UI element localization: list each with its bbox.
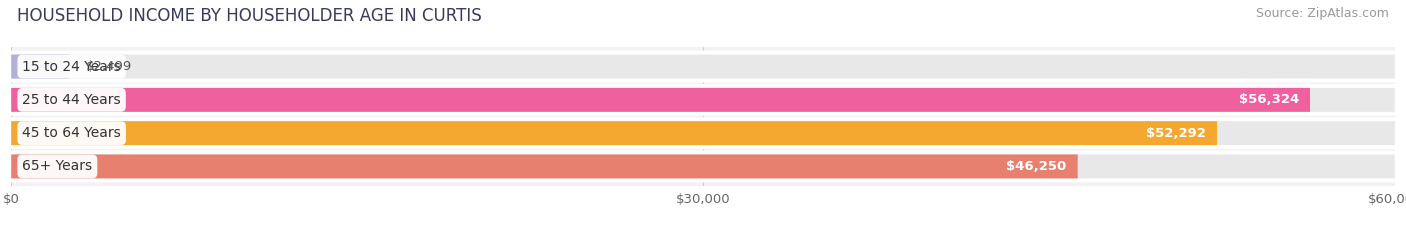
Text: 45 to 64 Years: 45 to 64 Years bbox=[22, 126, 121, 140]
Text: $52,292: $52,292 bbox=[1146, 127, 1206, 140]
Text: HOUSEHOLD INCOME BY HOUSEHOLDER AGE IN CURTIS: HOUSEHOLD INCOME BY HOUSEHOLDER AGE IN C… bbox=[17, 7, 482, 25]
FancyBboxPatch shape bbox=[4, 117, 1402, 149]
FancyBboxPatch shape bbox=[11, 121, 1395, 145]
FancyBboxPatch shape bbox=[11, 55, 69, 79]
Text: 65+ Years: 65+ Years bbox=[22, 159, 93, 173]
FancyBboxPatch shape bbox=[11, 154, 1395, 178]
Text: $56,324: $56,324 bbox=[1239, 93, 1299, 106]
Text: $46,250: $46,250 bbox=[1007, 160, 1067, 173]
FancyBboxPatch shape bbox=[11, 55, 1395, 79]
Text: Source: ZipAtlas.com: Source: ZipAtlas.com bbox=[1256, 7, 1389, 20]
FancyBboxPatch shape bbox=[11, 88, 1310, 112]
Text: 25 to 44 Years: 25 to 44 Years bbox=[22, 93, 121, 107]
Text: 15 to 24 Years: 15 to 24 Years bbox=[22, 60, 121, 74]
Text: $2,499: $2,499 bbox=[86, 60, 132, 73]
FancyBboxPatch shape bbox=[11, 154, 1078, 178]
FancyBboxPatch shape bbox=[4, 151, 1402, 182]
FancyBboxPatch shape bbox=[11, 88, 1395, 112]
FancyBboxPatch shape bbox=[4, 84, 1402, 116]
FancyBboxPatch shape bbox=[11, 121, 1218, 145]
FancyBboxPatch shape bbox=[4, 51, 1402, 82]
